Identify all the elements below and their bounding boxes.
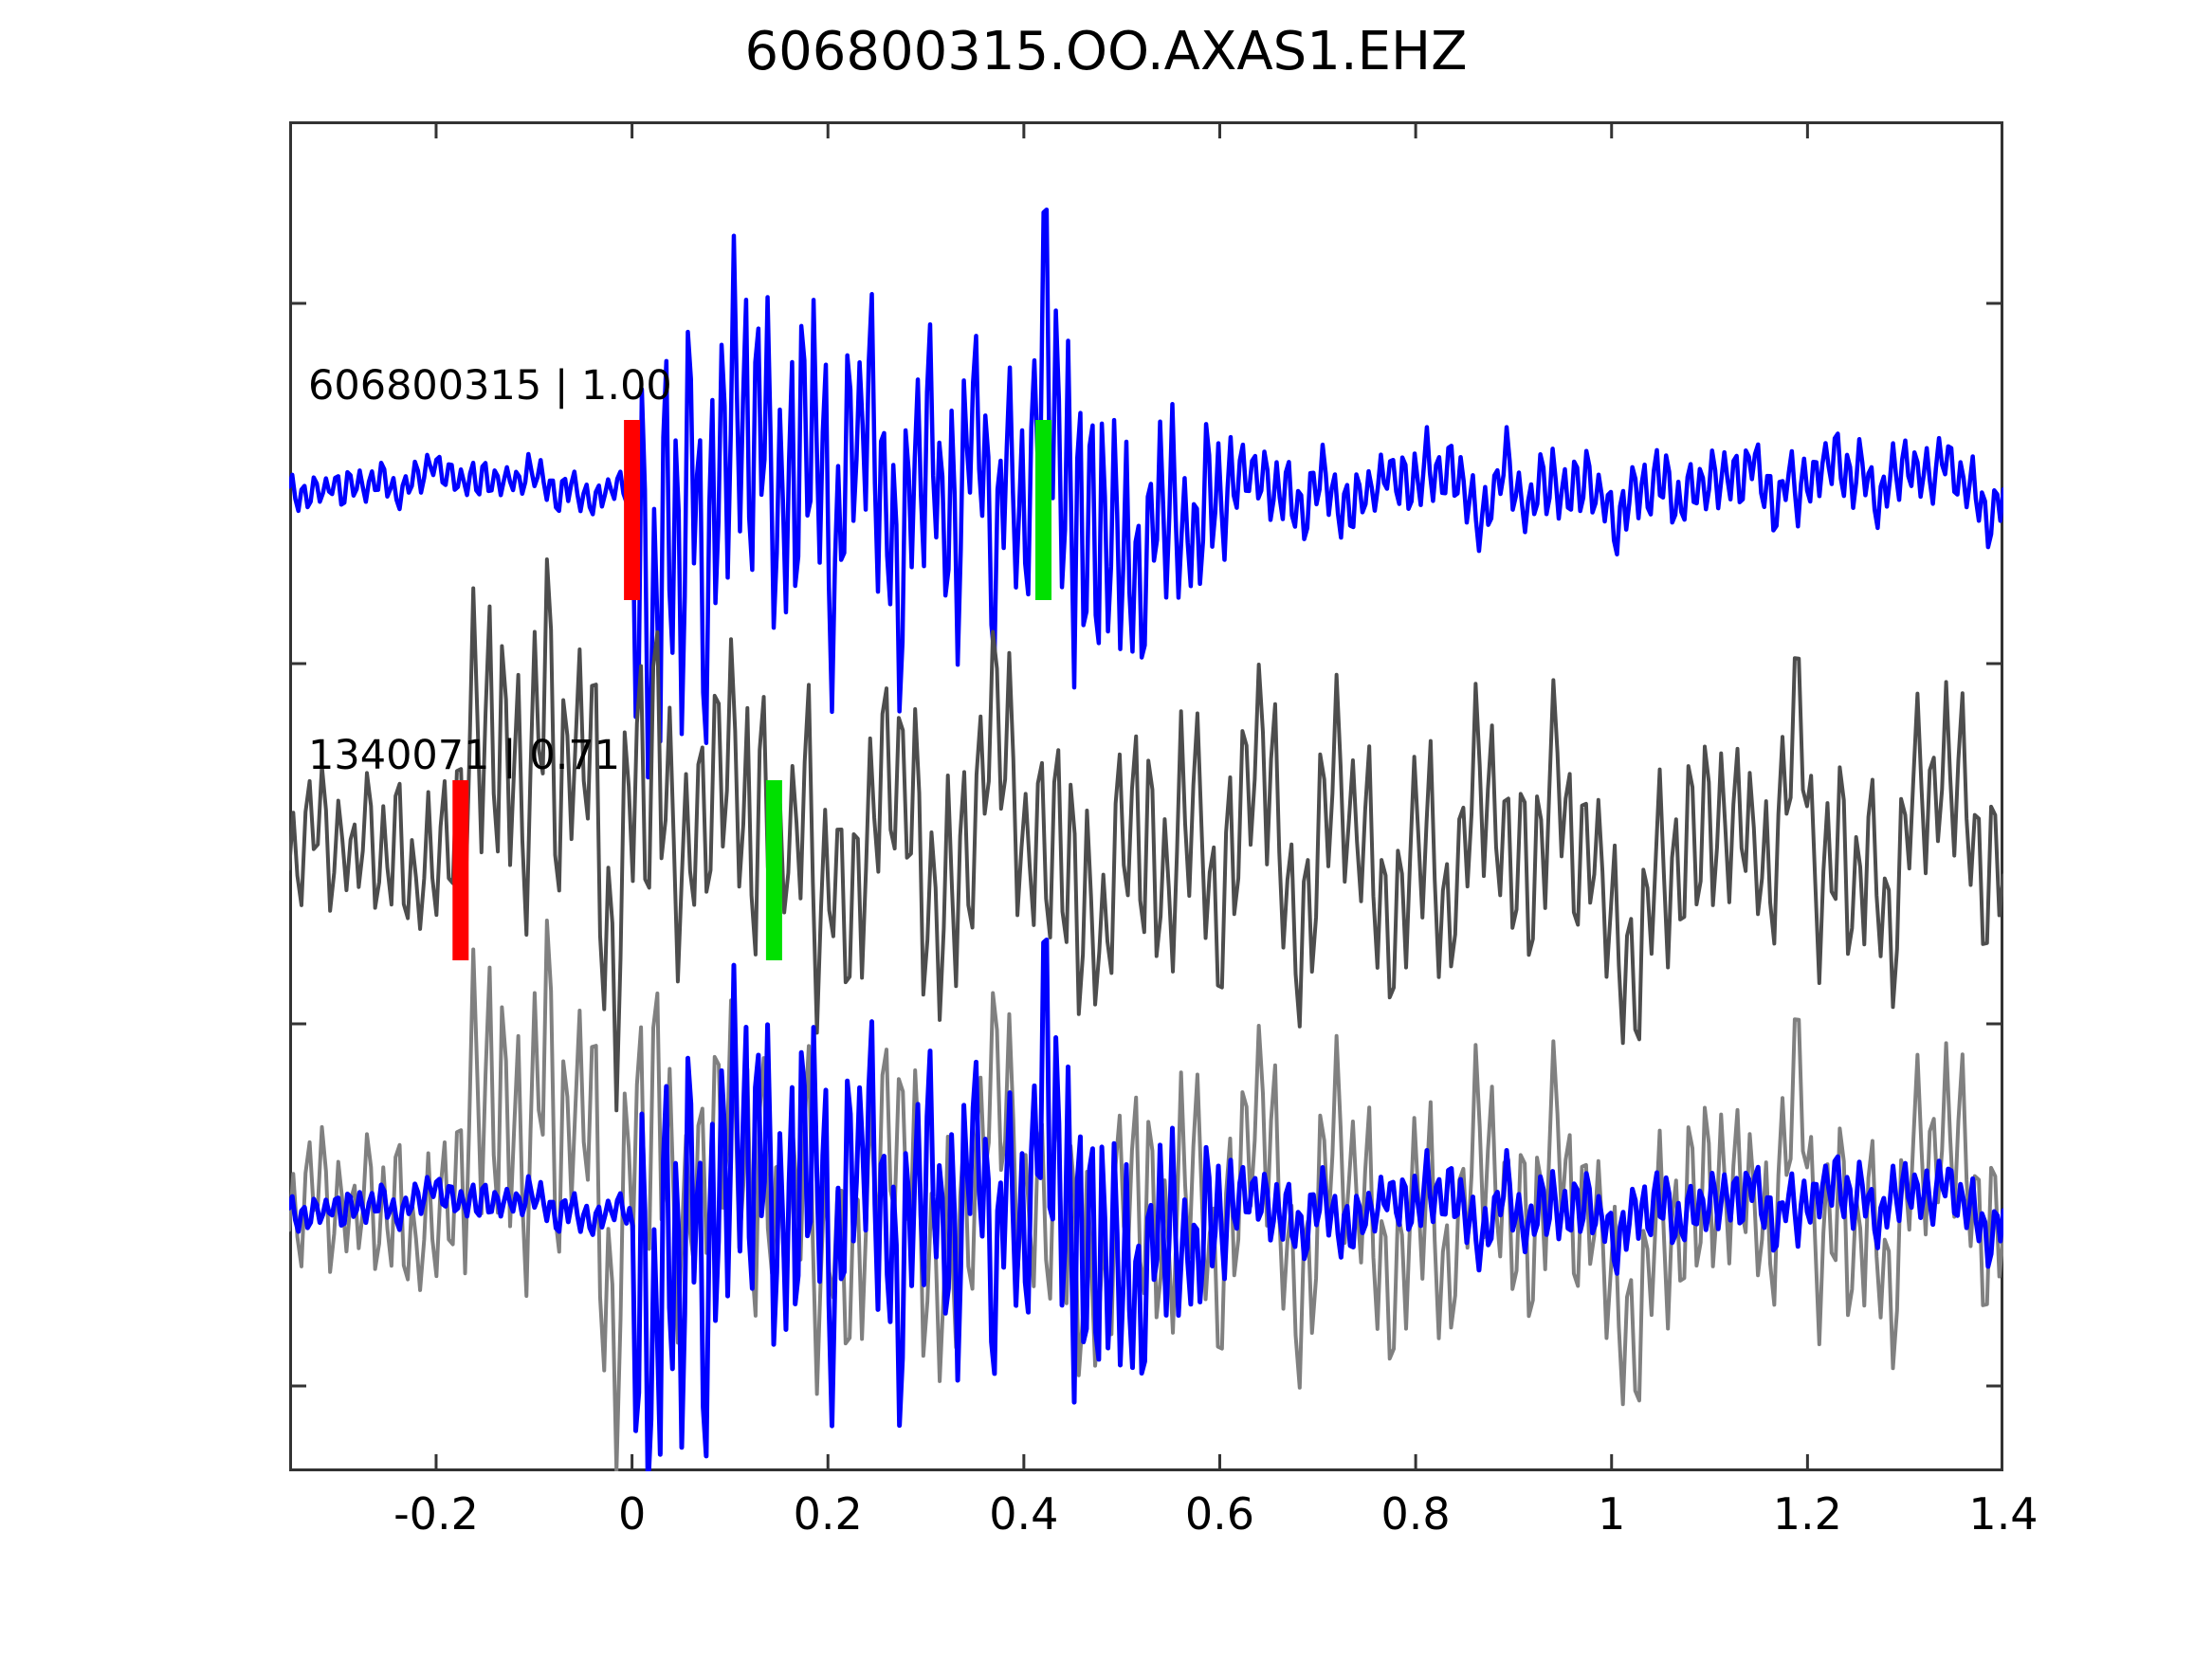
trace-label-template: 606800315 | 1.00 — [308, 362, 672, 410]
x-tick-label: 0.4 — [989, 1488, 1059, 1540]
x-axis-tick-labels: -0.2 0 0.2 0.4 0.6 0.8 1 1.2 1.4 — [289, 1488, 2038, 1555]
trace-label-detection: 1340071 | 0.71 — [308, 732, 621, 779]
x-tick-label: 1 — [1598, 1488, 1626, 1540]
page-title: 606800315.OO.AXAS1.EHZ — [744, 21, 1468, 82]
x-tick-label: 0.6 — [1184, 1488, 1255, 1540]
waveform-detection-trace — [289, 557, 2003, 1113]
x-tick-label: -0.2 — [393, 1488, 479, 1540]
x-tick-label: 0.8 — [1380, 1488, 1451, 1540]
x-tick-label: 1.2 — [1772, 1488, 1842, 1540]
waveform-overlay-template — [289, 937, 2003, 1471]
waveform-overlay-detection — [289, 919, 2003, 1471]
x-tick-label: 0.2 — [793, 1488, 863, 1540]
waveform-template-trace — [289, 207, 2003, 780]
waveform-canvas — [289, 121, 2003, 1471]
x-tick-label: 1.4 — [1968, 1488, 2038, 1540]
x-tick-label: 0 — [617, 1488, 647, 1540]
plot-area — [289, 121, 2003, 1471]
plot-frame — [289, 121, 2003, 1471]
